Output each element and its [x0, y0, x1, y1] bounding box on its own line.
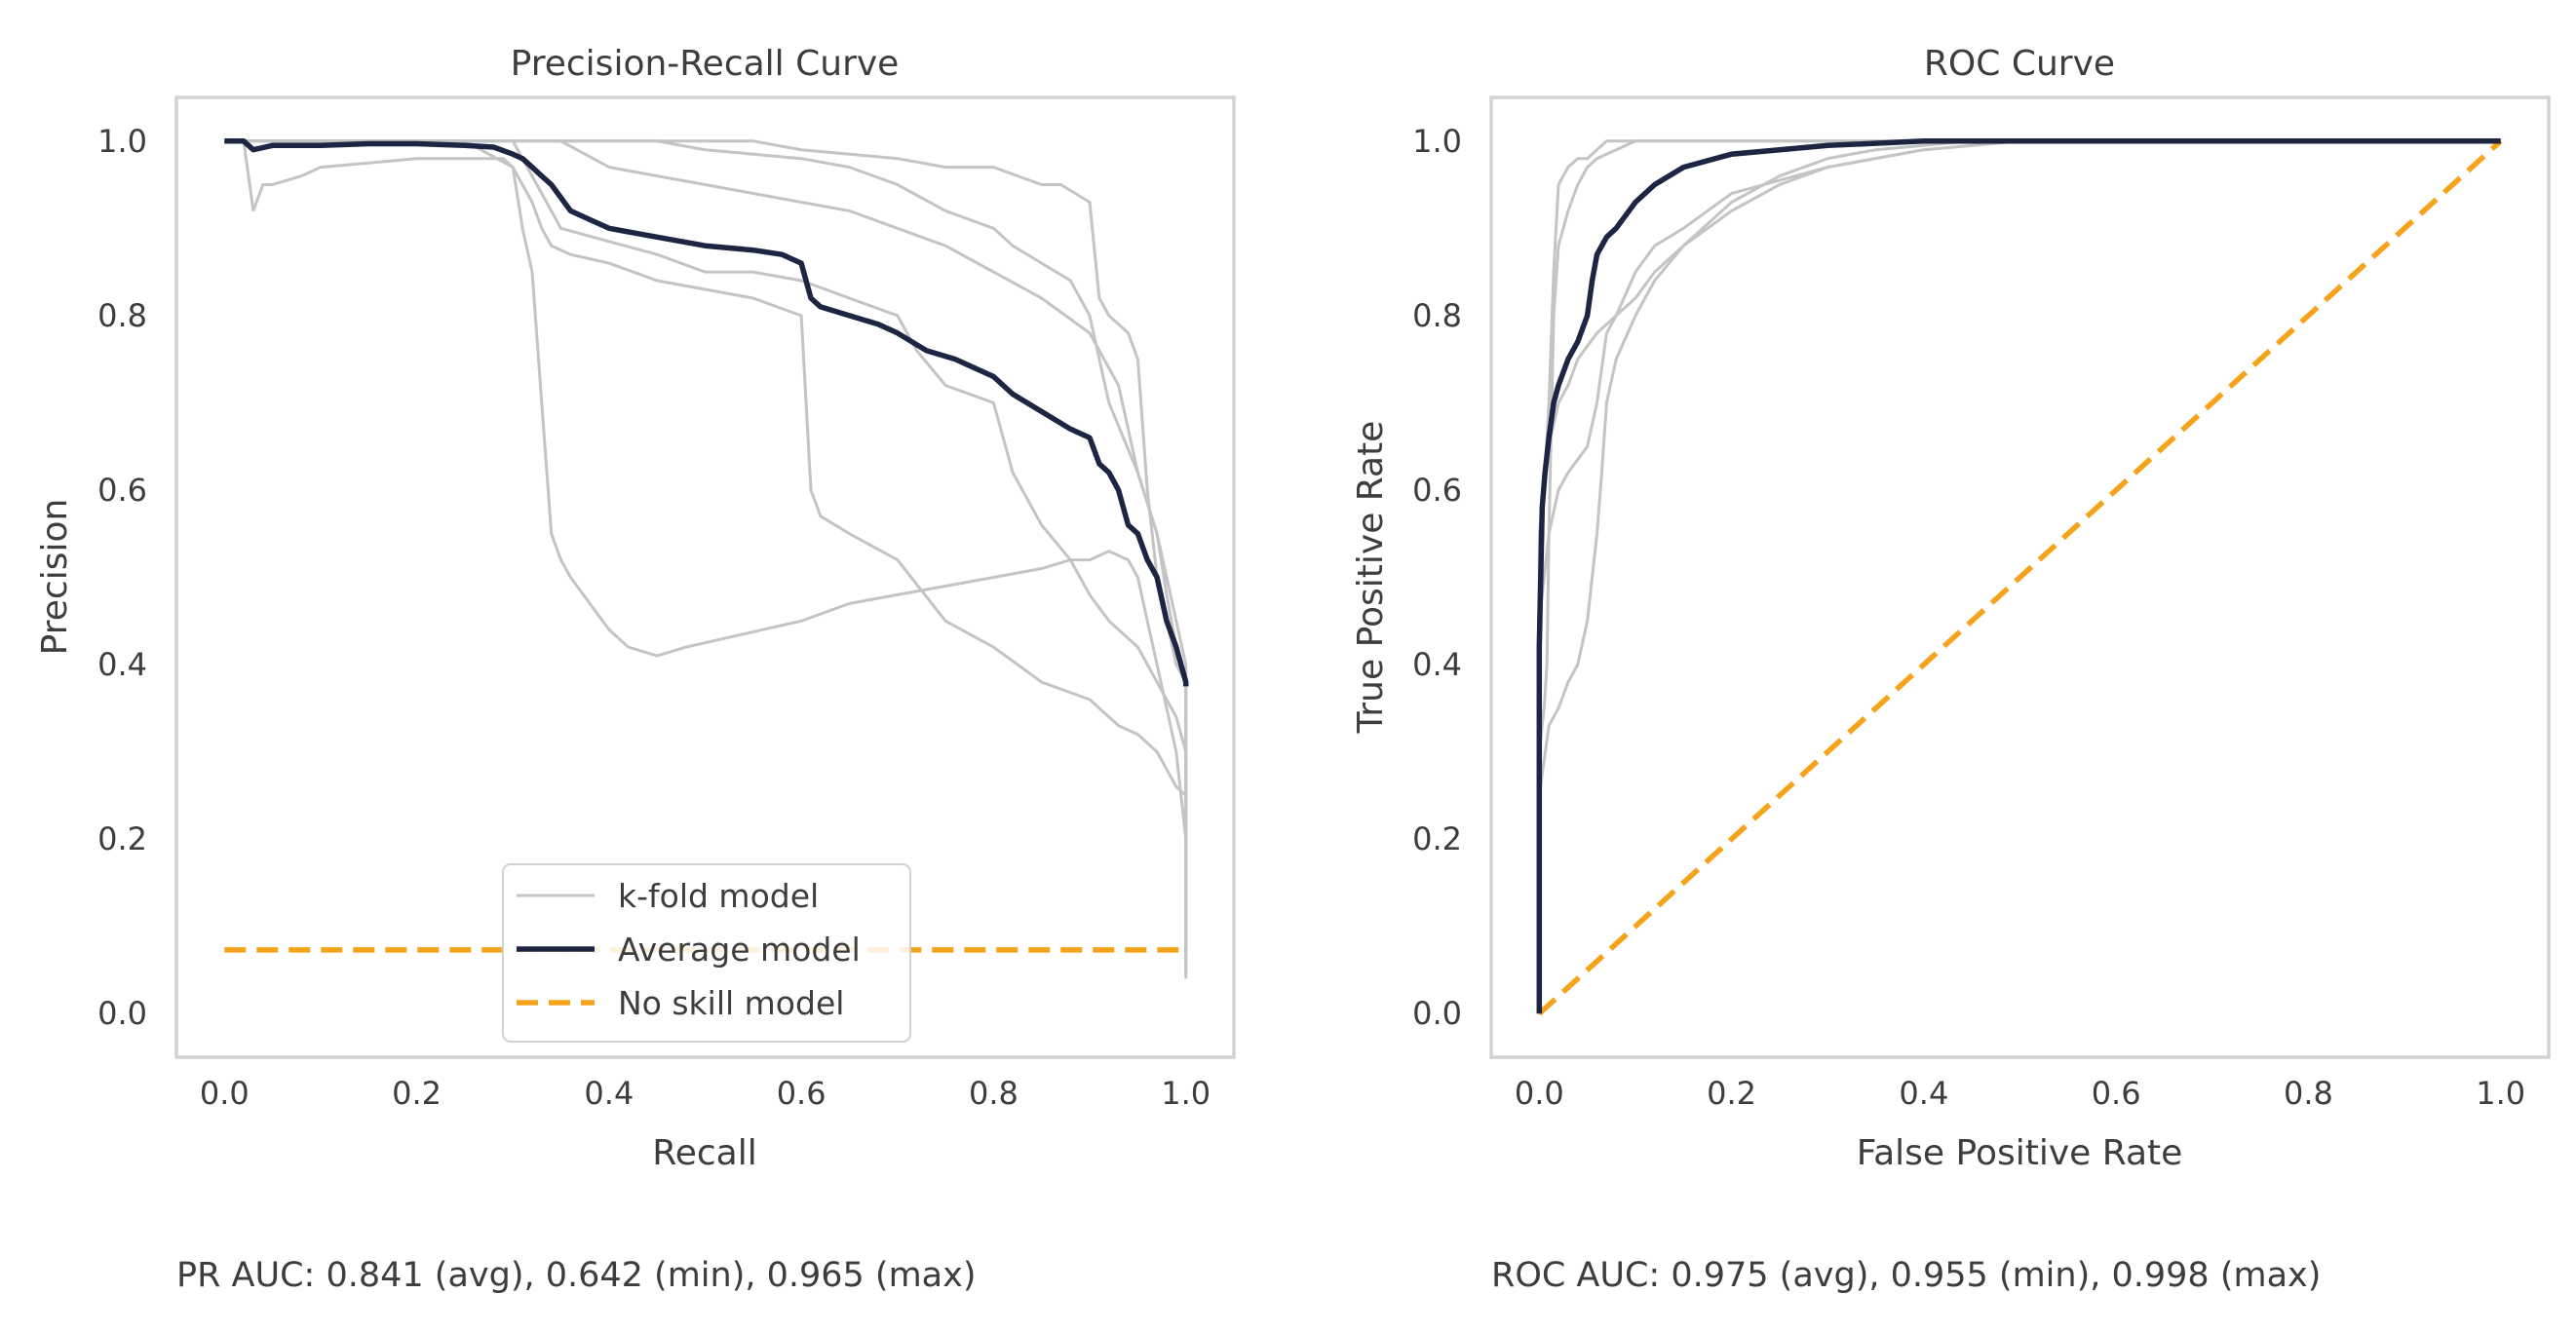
roc-series-group — [1536, 138, 2503, 1016]
pr-average-curve — [224, 138, 1189, 687]
roc-y-tick-label: 0.8 — [1412, 297, 1462, 334]
roc-auc-summary: ROC AUC: 0.975 (avg), 0.955 (min), 0.998… — [1491, 1256, 2321, 1295]
pr-fold-curve-3 — [224, 139, 1188, 953]
roc-x-tick-label: 0.0 — [1515, 1075, 1564, 1112]
pr-fold-curve-2 — [224, 139, 1188, 970]
pr-legend: k-fold model Average model No skill mode… — [502, 863, 911, 1043]
pr-fold-curve-1 — [224, 139, 1188, 944]
roc-x-tick-label: 0.4 — [1899, 1075, 1948, 1112]
legend-average-label: Average model — [618, 931, 861, 969]
roc-y-axis-label: True Positive Rate — [1351, 421, 1391, 735]
pr-x-tick-label: 0.6 — [777, 1075, 827, 1112]
pr-y-axis-label: Precision — [35, 499, 75, 656]
roc-plot-frame — [1489, 95, 2551, 1059]
roc-chart: ROC Curve 0.0 0.2 0.4 0.6 0.8 1.0 0.00.20.40.… — [1351, 44, 2551, 1295]
roc-x-tick-label: 1.0 — [2476, 1075, 2525, 1112]
pr-y-tick-label: 0.8 — [97, 297, 147, 334]
pr-y-tick-label: 0.4 — [97, 646, 147, 683]
pr-x-tick-label: 1.0 — [1161, 1075, 1211, 1112]
pr-y-tick-label: 0.2 — [97, 820, 147, 857]
roc-title: ROC Curve — [1924, 44, 2115, 84]
pr-y-tick-label: 0.6 — [97, 472, 147, 509]
roc-x-tick-label: 0.6 — [2092, 1075, 2141, 1112]
pr-x-axis-label: Recall — [652, 1133, 756, 1173]
pr-x-tick-label: 0.0 — [200, 1075, 250, 1112]
roc-y-tick-label: 0.0 — [1412, 995, 1462, 1032]
legend-box — [502, 863, 911, 1043]
roc-x-ticks: 0.0 0.2 0.4 0.6 0.8 1.0 — [1515, 1075, 2525, 1112]
legend-no-skill-label: No skill model — [618, 984, 844, 1022]
roc-no-skill-line — [1537, 138, 2503, 1016]
roc-y-tick-label: 0.4 — [1412, 646, 1462, 683]
pr-fold-curve-0 — [224, 139, 1188, 979]
pr-y-ticks: 0.0 0.2 0.4 0.6 0.8 1.0 — [97, 123, 147, 1032]
roc-y-ticks: 0.0 0.2 0.4 0.6 0.8 1.0 — [1412, 123, 1462, 1032]
pr-x-tick-label: 0.2 — [392, 1075, 442, 1112]
roc-y-tick-label: 0.6 — [1412, 472, 1462, 509]
pr-chart: Precision-Recall Curve 0.0 0.2 0.4 0.6 0.8 1.… — [35, 44, 1236, 1295]
pr-fold-curve-4 — [224, 139, 1188, 927]
pr-x-tick-label: 0.4 — [584, 1075, 634, 1112]
pr-y-tick-label: 1.0 — [97, 123, 147, 160]
pr-title: Precision-Recall Curve — [511, 44, 900, 84]
roc-y-tick-label: 0.2 — [1412, 820, 1462, 857]
pr-y-tick-label: 0.0 — [97, 995, 147, 1032]
pr-x-tick-label: 0.8 — [969, 1075, 1019, 1112]
legend-fold-label: k-fold model — [618, 877, 819, 915]
pr-series-group — [224, 138, 1189, 979]
roc-x-axis-label: False Positive Rate — [1857, 1133, 2183, 1173]
pr-auc-summary: PR AUC: 0.841 (avg), 0.642 (min), 0.965 … — [176, 1256, 977, 1295]
roc-average-curve — [1536, 138, 2501, 1014]
roc-x-tick-label: 0.2 — [1707, 1075, 1756, 1112]
pr-x-ticks: 0.0 0.2 0.4 0.6 0.8 1.0 — [200, 1075, 1211, 1112]
pr-plot-frame — [174, 95, 1236, 1059]
roc-y-tick-label: 1.0 — [1412, 123, 1462, 160]
roc-x-tick-label: 0.8 — [2284, 1075, 2333, 1112]
